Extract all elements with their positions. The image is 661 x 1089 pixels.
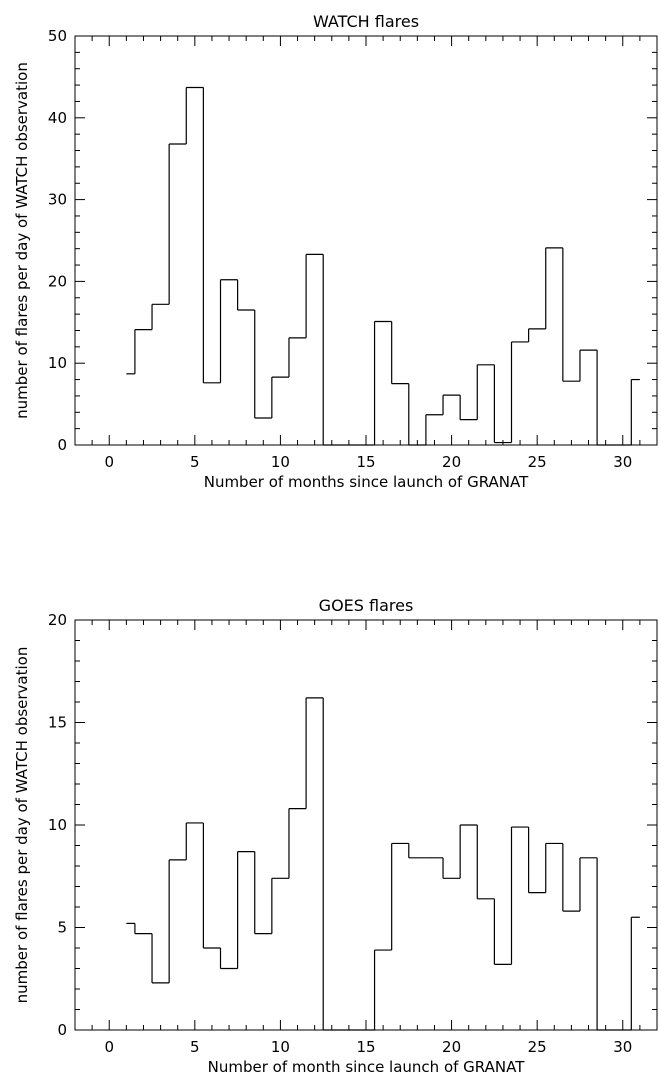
y-tick-label: 15 xyxy=(48,714,67,732)
x-tick-label: 30 xyxy=(613,453,632,471)
chart-title: WATCH flares xyxy=(313,12,419,31)
y-tick-label: 0 xyxy=(57,436,67,454)
x-tick-label: 5 xyxy=(190,1038,200,1056)
y-axis-label: number of flares per day of WATCH observ… xyxy=(13,62,31,419)
y-tick-label: 10 xyxy=(48,816,67,834)
y-axis-label: number of flares per day of WATCH observ… xyxy=(13,647,31,1004)
y-tick-label: 40 xyxy=(48,109,67,127)
y-tick-label: 30 xyxy=(48,191,67,209)
y-tick-label: 20 xyxy=(48,611,67,629)
x-axis-label: Number of months since launch of GRANAT xyxy=(204,473,529,491)
y-tick-label: 10 xyxy=(48,354,67,372)
watch-flares-panel: WATCH flares 0 5 10 15 20 25 30 0 10 20 30 40 50 Numbe… xyxy=(13,12,658,491)
x-tick-label: 25 xyxy=(528,1038,547,1056)
chart-title: GOES flares xyxy=(319,596,414,615)
x-tick-label: 15 xyxy=(356,453,375,471)
x-tick-label: 10 xyxy=(271,1038,290,1056)
x-tick-label: 15 xyxy=(356,1038,375,1056)
x-axis-label: Number of month since launch of GRANAT xyxy=(208,1058,526,1076)
y-tick-label: 5 xyxy=(57,919,67,937)
y-tick-label: 50 xyxy=(48,27,67,45)
plot-frame xyxy=(74,35,658,446)
x-tick-label: 30 xyxy=(613,1038,632,1056)
goes-flares-panel: GOES flares 0 5 10 15 20 25 30 0 5 10 15 20 Number of… xyxy=(13,596,658,1076)
x-tick-label: 20 xyxy=(442,453,461,471)
x-tick-label: 25 xyxy=(528,453,547,471)
y-tick-label: 0 xyxy=(57,1021,67,1039)
x-tick-label: 0 xyxy=(104,453,114,471)
x-tick-label: 10 xyxy=(271,453,290,471)
x-tick-label: 20 xyxy=(442,1038,461,1056)
x-tick-label: 0 xyxy=(104,1038,114,1056)
plot-frame xyxy=(74,619,658,1031)
y-tick-label: 20 xyxy=(48,272,67,290)
x-tick-label: 5 xyxy=(190,453,200,471)
